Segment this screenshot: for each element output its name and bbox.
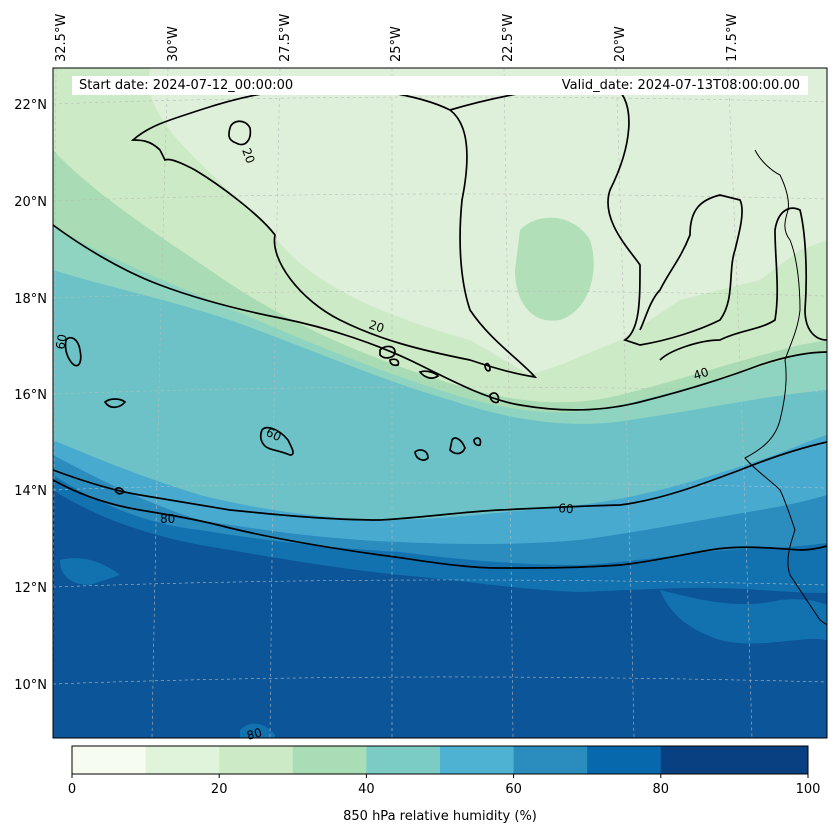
contour-label-group: 20 20 40 60 60 60 80 80	[53, 146, 710, 743]
colorbar: 0 20 40 60 80 100	[68, 745, 821, 797]
lat-label: 10°N	[14, 678, 47, 693]
colorbar-segment	[440, 746, 515, 774]
colorbar-segment	[292, 746, 367, 774]
colorbar-segment	[734, 746, 809, 774]
colorbar-title: 850 hPa relative humidity (%)	[343, 809, 537, 824]
humidity-field	[53, 68, 827, 738]
date-info-box: Start date: 2024-07-12_00:00:00 Valid_da…	[72, 76, 808, 95]
contour-label: 20	[367, 318, 386, 336]
lat-label: 22°N	[14, 98, 47, 113]
graticule	[53, 68, 827, 738]
lon-label: 22.5°W	[501, 14, 516, 62]
colorbar-segment	[587, 746, 662, 774]
lat-label: 16°N	[14, 388, 47, 403]
contour-label: 60	[264, 425, 284, 444]
lon-label: 30°W	[166, 26, 181, 62]
lat-label: 20°N	[14, 195, 47, 210]
contour-label: 60	[53, 333, 69, 350]
lon-label: 17.5°W	[725, 14, 740, 62]
colorbar-tick-label: 60	[505, 782, 522, 797]
valid-date-text: Valid_date: 2024-07-13T08:00:00.00	[561, 78, 800, 93]
colorbar-segment	[72, 746, 147, 774]
colorbar-segment	[219, 746, 294, 774]
contour-label: 40	[692, 365, 711, 383]
coastline	[744, 149, 827, 626]
contour-lines	[53, 82, 827, 569]
colorbar-segment	[660, 746, 735, 774]
colorbar-segment	[145, 746, 220, 774]
colorbar-tick-label: 100	[796, 782, 821, 797]
lon-label: 25°W	[389, 26, 404, 62]
colorbar-tick-label: 20	[211, 782, 228, 797]
colorbar-segment	[513, 746, 588, 774]
lat-label: 18°N	[14, 292, 47, 307]
colorbar-tick-label: 0	[68, 782, 76, 797]
lat-label: 12°N	[14, 581, 47, 596]
longitude-labels: 32.5°W 30°W 27.5°W 25°W 22.5°W 20°W 17.5…	[54, 14, 740, 62]
latitude-labels: 22°N 20°N 18°N 16°N 14°N 12°N 10°N	[14, 98, 47, 693]
contour-label: 20	[239, 146, 257, 165]
contour-label: 80	[160, 512, 175, 526]
colorbar-tick-label: 40	[358, 782, 375, 797]
colorbar-segment	[366, 746, 441, 774]
colorbar-frame	[71, 745, 809, 775]
contour-label: 80	[245, 725, 263, 742]
colorbar-tick-label: 80	[653, 782, 670, 797]
lat-label: 14°N	[14, 484, 47, 499]
lon-label: 32.5°W	[54, 14, 69, 62]
map-frame	[52, 67, 828, 739]
contour-label: 60	[558, 501, 574, 516]
lon-label: 20°W	[613, 26, 628, 62]
start-date-text: Start date: 2024-07-12_00:00:00	[79, 78, 294, 93]
lon-label: 27.5°W	[278, 14, 293, 62]
